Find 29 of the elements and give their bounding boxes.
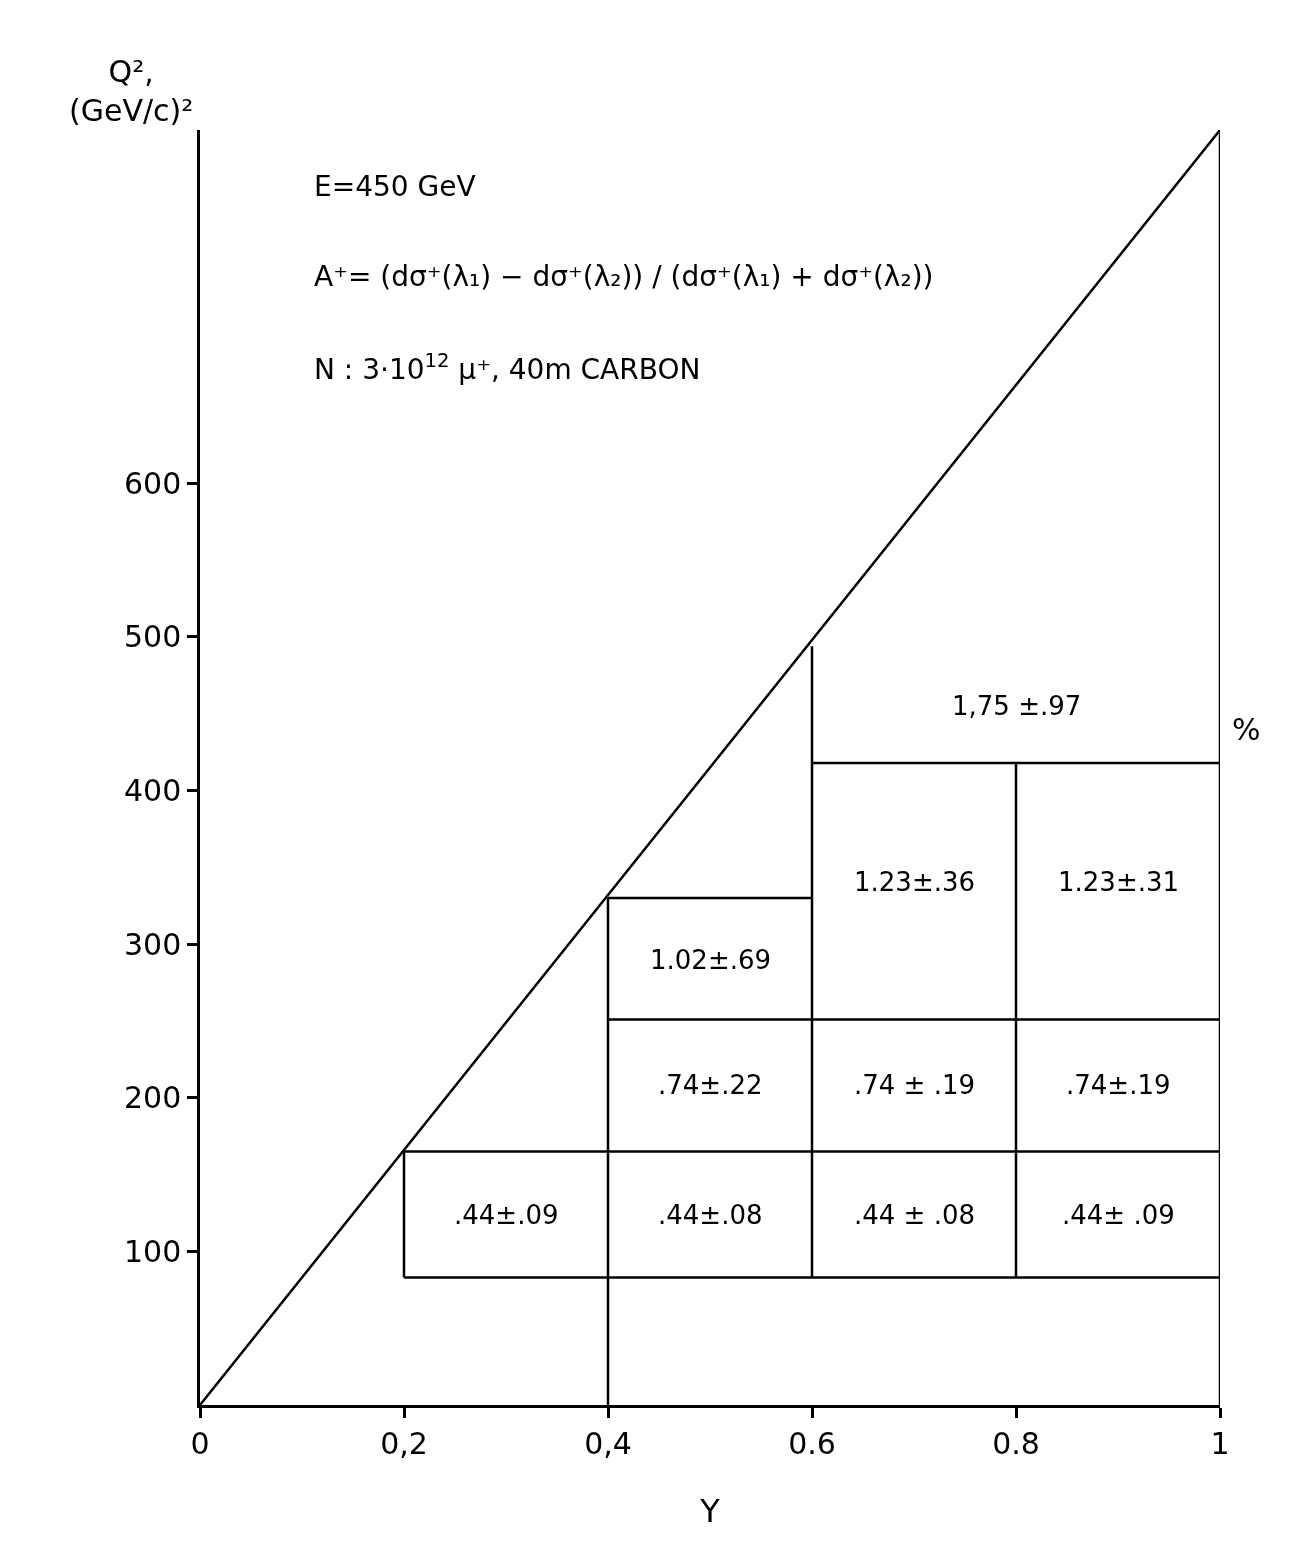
annotation: 1.02±.69 [650, 945, 772, 975]
y-tick-label: 200 [123, 1080, 182, 1116]
y-tick-label: 600 [123, 465, 182, 501]
annotation: E=450 GeV [314, 170, 476, 203]
y-tick-label: 500 [123, 619, 182, 655]
annotation: .74 ± .19 [854, 1070, 976, 1100]
annotation: N : 3·10$^{12}$ μ⁺, 40m CARBON [314, 349, 701, 386]
annotation: .44±.09 [454, 1200, 559, 1230]
annotation: 1,75 ±.97 [952, 691, 1082, 721]
y-tick-label: 100 [123, 1233, 182, 1269]
y-tick-label: 400 [123, 773, 182, 809]
annotation: .44± .09 [1062, 1200, 1175, 1230]
x-tick-label: 0.6 [788, 1425, 836, 1461]
x-tick-label: 0,4 [584, 1425, 632, 1461]
x-tick-label: 0.8 [992, 1425, 1040, 1461]
annotation: 1.23±.31 [1058, 867, 1180, 897]
annotation: A⁺= (dσ⁺(λ₁) − dσ⁺(λ₂)) / (dσ⁺(λ₁) + dσ⁺(λ₂)) [314, 260, 934, 293]
annotation: .74±.22 [658, 1070, 763, 1100]
annotation: .74±.19 [1066, 1070, 1171, 1100]
annotation: .44±.08 [658, 1200, 763, 1230]
y-axis-title: Q², (GeV/c)² [69, 54, 194, 128]
x-tick-label: 0,2 [380, 1425, 428, 1461]
text: % [1232, 712, 1261, 747]
x-tick-label: 1 [1210, 1425, 1230, 1461]
x-axis-title: Y [699, 1491, 721, 1530]
annotation: .44 ± .08 [854, 1200, 976, 1230]
annotation: 1.23±.36 [854, 867, 976, 897]
x-tick-label: 0 [190, 1425, 210, 1461]
y-tick-label: 300 [123, 926, 182, 962]
